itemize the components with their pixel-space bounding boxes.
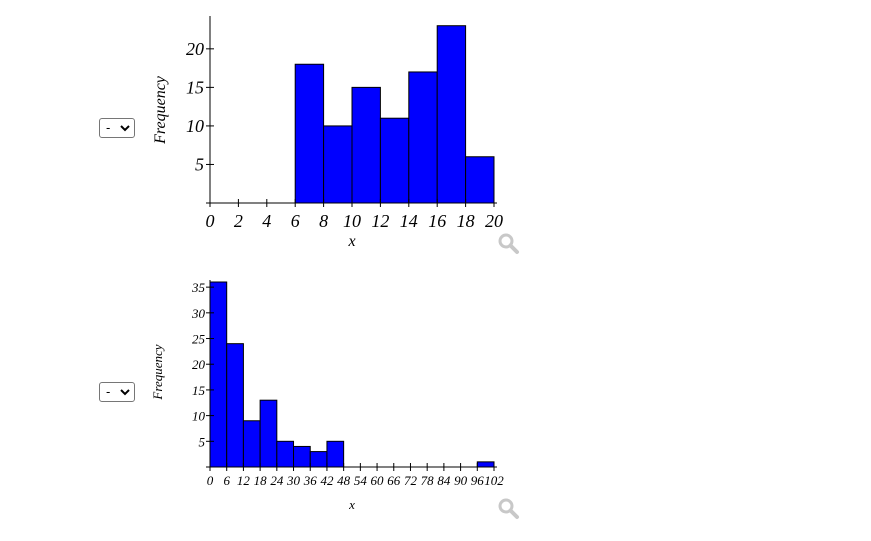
histogram-bar [465, 156, 495, 204]
x-tick-label: 42 [320, 473, 334, 488]
histogram-bar [408, 71, 438, 204]
histogram-bar [309, 451, 328, 468]
histogram-1-select[interactable]: - [99, 118, 135, 138]
histogram-bar [351, 86, 381, 204]
histogram-bar [242, 420, 261, 468]
x-tick-label: 8 [319, 211, 328, 231]
x-tick-label: 72 [404, 473, 418, 488]
y-tick-label: 30 [191, 306, 206, 321]
y-tick-label: 5 [199, 434, 206, 449]
x-tick-label: 0 [206, 211, 215, 231]
histogram-bar [209, 281, 228, 468]
y-tick-label: 15 [192, 383, 206, 398]
x-axis-label: x [348, 497, 355, 512]
chevron-down-icon [120, 389, 130, 396]
y-tick-label: 20 [192, 357, 206, 372]
y-tick-label: 10 [192, 409, 206, 424]
x-axis-label: x [347, 233, 355, 250]
histogram-2: 0 6 12 18 24 30 36 42 48 54 60 66 72 78 84 90 96 10251015… [150, 280, 504, 512]
y-tick-label: 25 [192, 332, 206, 347]
select-value: - [106, 120, 111, 135]
magnifier-icon[interactable] [498, 233, 520, 255]
y-tick-label: 10 [186, 116, 204, 136]
x-tick-label: 18 [457, 211, 475, 231]
histogram-bar [436, 25, 467, 204]
y-axis-label: Frequency [152, 75, 169, 145]
x-tick-label: 78 [421, 473, 435, 488]
histogram-bar [293, 445, 311, 468]
y-tick-label: 35 [191, 280, 206, 295]
x-tick-label: 16 [428, 211, 446, 231]
y-axis-label: Frequency [150, 344, 165, 400]
magnifier-icon[interactable] [498, 498, 520, 520]
histogram-bar [326, 440, 345, 468]
select-value: - [106, 384, 111, 399]
x-tick-label: 84 [437, 473, 451, 488]
x-tick-label: 14 [400, 211, 418, 231]
histogram-bar [379, 117, 410, 204]
x-tick-label: 18 [254, 473, 268, 488]
x-tick-label: 20 [485, 211, 503, 231]
x-tick-label: 0 [207, 473, 214, 488]
x-tick-label: 2 [234, 211, 243, 231]
histogram-bar [323, 125, 353, 204]
histogram-bar [294, 63, 325, 204]
histogram-bar [259, 399, 278, 468]
x-tick-label: 102 [484, 473, 504, 488]
x-tick-label: 6 [223, 473, 230, 488]
x-tick-label: 90 [454, 473, 468, 488]
histogram-1: 0 2 4 6 8 10 12 14 16 18 20 5 10 15 20 x Frequency [152, 16, 503, 250]
x-tick-label: 10 [343, 211, 361, 231]
x-tick-label: 4 [262, 211, 271, 231]
y-tick-label: 20 [186, 39, 204, 59]
x-tick-label: 12 [237, 473, 251, 488]
x-tick-label: 12 [371, 211, 389, 231]
x-tick-label: 60 [371, 473, 385, 488]
x-tick-label: 30 [286, 473, 301, 488]
x-tick-label: 6 [291, 211, 300, 231]
chevron-down-icon [120, 125, 130, 132]
histogram-bar [276, 440, 295, 468]
x-tick-label: 48 [337, 473, 351, 488]
x-tick-label: 36 [303, 473, 318, 488]
histogram-2-select[interactable]: - [99, 382, 135, 402]
histogram-bar [226, 343, 244, 468]
histogram-bar [476, 461, 495, 468]
y-tick-label: 5 [195, 154, 204, 174]
y-tick-label: 15 [186, 77, 204, 97]
x-tick-label: 66 [387, 473, 401, 488]
x-tick-label: 54 [354, 473, 368, 488]
x-tick-label: 24 [270, 473, 284, 488]
x-tick-label: 96 [471, 473, 485, 488]
